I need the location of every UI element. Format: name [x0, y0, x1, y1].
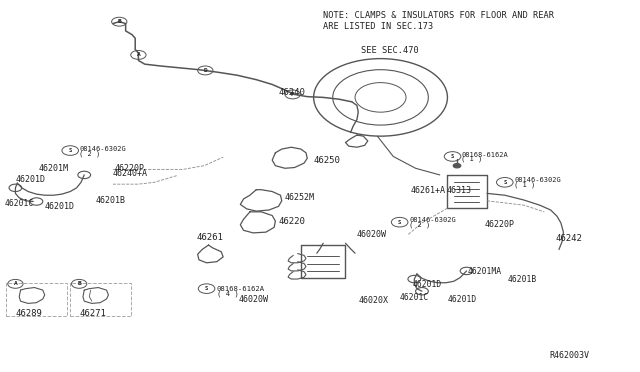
- Text: 46201D: 46201D: [45, 202, 75, 211]
- Text: 08146-6302G: 08146-6302G: [409, 217, 456, 223]
- Text: ( 2 ): ( 2 ): [79, 150, 100, 157]
- Text: SEE SEC.470: SEE SEC.470: [362, 46, 419, 55]
- Text: B: B: [77, 281, 81, 286]
- Text: R462003V: R462003V: [549, 351, 589, 360]
- Text: S: S: [451, 154, 454, 159]
- Text: S: S: [205, 286, 208, 291]
- Text: F: F: [291, 92, 294, 97]
- Text: 46240: 46240: [278, 89, 305, 97]
- Bar: [6, 283, 67, 316]
- Text: 46261: 46261: [197, 233, 224, 242]
- Text: ( 4 ): ( 4 ): [217, 291, 239, 297]
- Text: 46250: 46250: [314, 155, 340, 165]
- Text: ( 2 ): ( 2 ): [409, 221, 431, 228]
- Text: B: B: [117, 19, 121, 24]
- Text: S: S: [68, 148, 72, 153]
- Text: S: S: [398, 220, 401, 225]
- Text: 46220P: 46220P: [484, 220, 515, 229]
- Text: A: A: [13, 281, 17, 286]
- Text: 46240+A: 46240+A: [113, 169, 148, 177]
- Text: 46201D: 46201D: [447, 295, 477, 304]
- Text: ( 1 ): ( 1 ): [515, 182, 536, 188]
- Circle shape: [453, 163, 461, 168]
- Text: 46201C: 46201C: [399, 293, 429, 302]
- Text: S: S: [503, 180, 506, 185]
- Text: 46201M: 46201M: [38, 164, 68, 173]
- Text: NOTE: CLAMPS & INSULATORS FOR FLOOR AND REAR
ARE LISTED IN SEC.173: NOTE: CLAMPS & INSULATORS FOR FLOOR AND …: [323, 11, 554, 31]
- Text: 46313: 46313: [446, 186, 471, 195]
- Text: ( 1 ): ( 1 ): [461, 156, 483, 162]
- Text: 46020W: 46020W: [357, 230, 387, 239]
- Text: 08168-6162A: 08168-6162A: [217, 286, 265, 292]
- Text: 46201D: 46201D: [412, 280, 442, 289]
- Bar: [70, 283, 131, 316]
- Text: 46271: 46271: [79, 309, 106, 318]
- Text: 46242: 46242: [556, 234, 582, 243]
- Text: 08146-6302G: 08146-6302G: [515, 177, 561, 183]
- Text: 08146-6302G: 08146-6302G: [79, 146, 126, 152]
- Text: 46020X: 46020X: [358, 296, 388, 305]
- Text: 46261+A: 46261+A: [410, 186, 445, 195]
- Text: 46289: 46289: [15, 309, 42, 318]
- Text: A: A: [136, 52, 140, 57]
- Text: 08168-6162A: 08168-6162A: [461, 152, 508, 158]
- Text: 46220: 46220: [278, 217, 305, 225]
- Text: 46201B: 46201B: [508, 275, 537, 283]
- Text: 46201B: 46201B: [96, 196, 125, 205]
- Text: 46201D: 46201D: [15, 175, 45, 184]
- Text: 46201C: 46201C: [4, 199, 34, 208]
- Text: 46201MA: 46201MA: [468, 267, 502, 276]
- Text: D: D: [204, 68, 207, 73]
- Text: 46252M: 46252M: [285, 193, 315, 202]
- Text: 46020W: 46020W: [239, 295, 268, 304]
- Text: 46220P: 46220P: [115, 164, 145, 173]
